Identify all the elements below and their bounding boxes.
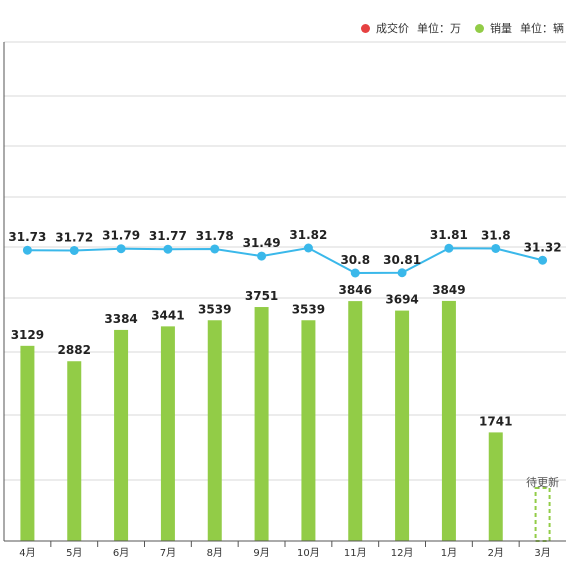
legend-price-label: 成交价	[376, 22, 409, 35]
price-value-label-9: 31.81	[430, 228, 468, 242]
chart-legend: 成交价 单位：万 销量 单位：辆	[347, 20, 564, 36]
label-layer: 3129 2882 3384 3441 3539 3751 3539 3846 3694 3849…	[8, 228, 561, 489]
price-point-6	[303, 243, 313, 253]
x-tick-label-7: 11月	[344, 547, 367, 559]
pending-label: 待更新	[526, 475, 559, 489]
x-axis: 4月 5月 6月 7月 8月 9月 10月 11月 12月 1月 2月 3月	[4, 540, 566, 559]
bar-2	[114, 329, 129, 541]
price-legend-dot-icon	[361, 23, 370, 33]
grid-layer	[3, 41, 566, 541]
bar-value-label-9: 3849	[432, 283, 465, 297]
price-line	[27, 246, 543, 275]
price-value-label-10: 31.8	[481, 228, 511, 242]
bar-8	[395, 310, 410, 541]
price-point-5	[257, 251, 267, 261]
bar-1	[67, 361, 82, 541]
bar-7	[348, 301, 363, 541]
bar-value-label-0: 3129	[11, 328, 44, 342]
bar-value-label-10: 1741	[479, 414, 512, 428]
bar-value-label-8: 3694	[385, 293, 418, 307]
price-point-8	[397, 268, 407, 278]
price-value-label-4: 31.78	[196, 229, 234, 243]
bar-value-label-5: 3751	[245, 289, 278, 303]
bar-0	[20, 345, 35, 541]
x-tick-label-11: 3月	[534, 547, 550, 559]
bar-9	[441, 300, 456, 541]
bar-value-label-2: 3384	[104, 312, 137, 326]
price-value-label-7: 30.8	[340, 253, 370, 267]
price-point-1	[69, 245, 79, 255]
x-tick-label-3: 7月	[160, 547, 176, 559]
bar-10	[488, 432, 503, 541]
legend-sales-unit: 单位：辆	[520, 22, 564, 35]
legend-price-unit: 单位：万	[417, 22, 461, 35]
price-value-label-2: 31.79	[102, 229, 140, 243]
bar-4	[207, 320, 222, 541]
legend-item-price[interactable]: 成交价 单位：万	[361, 20, 461, 36]
bar-3	[160, 326, 175, 541]
price-point-3	[163, 244, 173, 254]
bar-value-label-6: 3539	[292, 302, 325, 316]
legend-item-sales[interactable]: 销量 单位：辆	[475, 20, 564, 36]
x-tick-label-6: 10月	[297, 547, 320, 559]
x-tick-label-10: 2月	[488, 547, 504, 559]
price-point-11	[538, 255, 548, 265]
price-value-label-1: 31.72	[55, 230, 93, 244]
price-value-label-8: 30.81	[383, 253, 421, 267]
x-tick-label-5: 9月	[253, 547, 269, 559]
price-value-label-11: 31.32	[524, 240, 562, 254]
price-value-label-0: 31.73	[8, 230, 46, 244]
bar-pending-11	[534, 487, 551, 542]
sales-legend-dot-icon	[475, 23, 484, 33]
bar-5	[254, 307, 269, 541]
price-point-9	[444, 243, 454, 253]
price-point-0	[22, 245, 32, 255]
bar-6	[301, 320, 316, 541]
price-point-10	[491, 243, 501, 253]
x-tick-label-8: 12月	[391, 547, 414, 559]
line-layer	[22, 243, 548, 278]
price-value-label-6: 31.82	[289, 228, 327, 242]
price-point-2	[116, 244, 126, 254]
legend-sales-label: 销量	[490, 22, 512, 35]
bar-value-label-3: 3441	[151, 308, 184, 322]
bar-value-label-7: 3846	[339, 283, 372, 297]
x-tick-label-0: 4月	[19, 547, 35, 559]
x-tick-label-4: 8月	[207, 547, 223, 559]
price-value-label-5: 31.49	[243, 236, 281, 250]
x-tick-label-9: 1月	[441, 547, 457, 559]
price-point-4	[210, 244, 220, 254]
price-value-label-3: 31.77	[149, 229, 187, 243]
bar-layer	[20, 300, 551, 542]
x-tick-label-1: 5月	[66, 547, 82, 559]
bar-value-label-1: 2882	[58, 343, 91, 357]
x-tick-label-2: 6月	[113, 547, 129, 559]
price-point-7	[350, 268, 360, 278]
bar-value-label-4: 3539	[198, 302, 231, 316]
